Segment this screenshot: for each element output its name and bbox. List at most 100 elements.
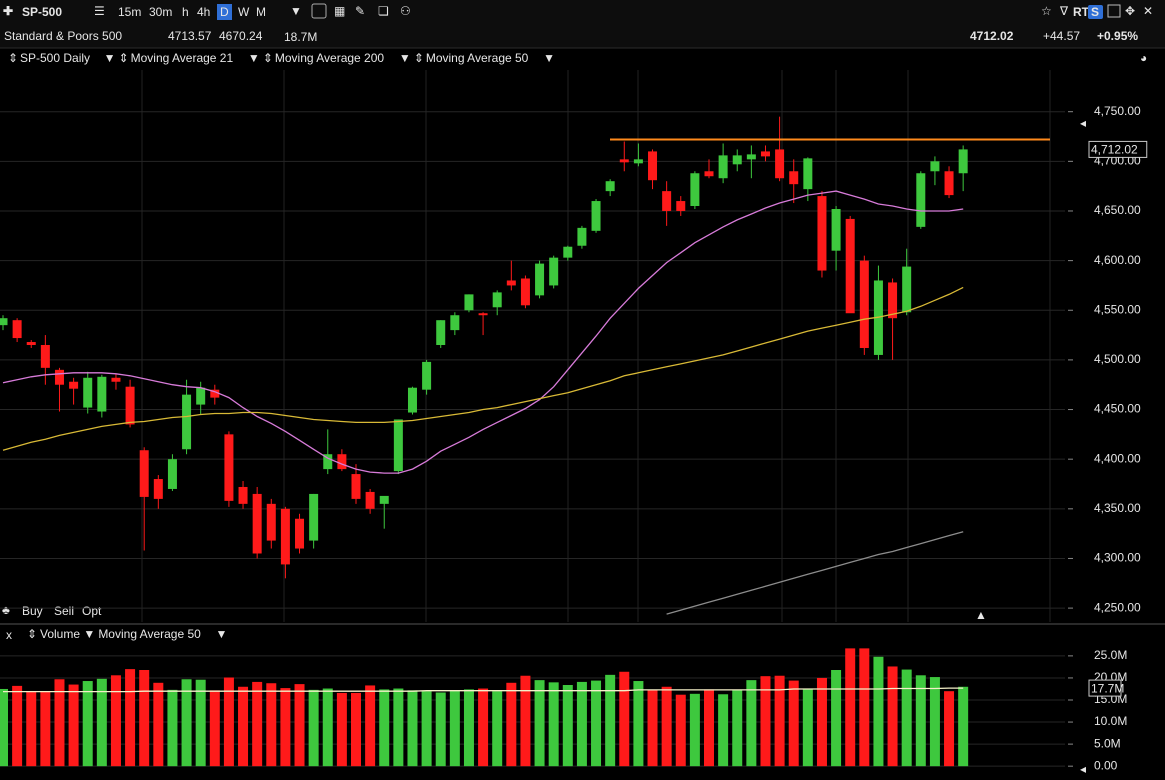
sell-button[interactable]: Sell (54, 604, 74, 618)
candle-body (563, 246, 573, 258)
price-change-pct: +0.95% (1097, 29, 1138, 43)
legend-dropdown[interactable]: ▼ (216, 627, 228, 641)
volume-bar (463, 689, 474, 767)
legend-dropdown[interactable]: ▼ (104, 51, 116, 65)
order-icon[interactable]: ♣ (2, 603, 10, 617)
candle-body (859, 260, 869, 348)
volume-bar (96, 678, 107, 767)
volume-bar (393, 688, 404, 767)
legend-dropdown[interactable]: ▼ (543, 51, 555, 65)
volume-bar (619, 671, 630, 767)
s-badge-bg[interactable] (1088, 5, 1103, 19)
legend-dropdown[interactable]: ▼ (83, 627, 95, 641)
legend-entry[interactable]: Moving Average 200 (275, 51, 385, 65)
timeframe-button[interactable]: W (238, 5, 250, 19)
candle-body (182, 394, 192, 450)
window-icon[interactable] (1107, 4, 1121, 18)
candle-body (153, 479, 163, 499)
volume-bar (605, 674, 616, 767)
move-icon[interactable]: ✥ (1125, 4, 1135, 18)
star-icon[interactable]: ☆ (1041, 4, 1052, 18)
draw-icon[interactable]: ✎ (355, 4, 365, 18)
timeframe-button[interactable]: h (182, 5, 189, 19)
symbol[interactable]: SP-500 (22, 5, 62, 19)
volume-close[interactable]: x (6, 628, 12, 642)
volume-bar (82, 681, 93, 767)
moving-average-line (3, 687, 964, 693)
legend-marker: ⇕ (263, 51, 273, 65)
volume-bar (901, 669, 912, 767)
opt-button[interactable]: Opt (82, 604, 102, 618)
candle-body (831, 208, 841, 251)
header-bar (0, 0, 1165, 48)
timeframe-button[interactable]: M (256, 5, 266, 19)
bar-type-icon[interactable] (311, 3, 327, 19)
volume-bar (746, 680, 757, 767)
legend-dropdown[interactable]: ▼ (399, 51, 411, 65)
y-tick-label: 4,250.00 (1094, 600, 1141, 614)
note-icon[interactable]: ❏ (378, 4, 389, 18)
candle-body (902, 266, 912, 313)
candle-body (478, 313, 488, 316)
alert-icon[interactable]: ∇ (1059, 4, 1069, 18)
volume-scroll-marker[interactable]: ◂ (1080, 762, 1086, 776)
legend-entry[interactable]: SP-500 Daily (20, 51, 90, 65)
scroll-up-marker[interactable]: ▲ (975, 608, 987, 622)
volume-bar (167, 689, 178, 767)
buy-button[interactable]: Buy (22, 604, 43, 618)
candle-body (845, 218, 855, 314)
legend-entry[interactable]: Moving Average 50 (98, 627, 201, 641)
study-icon[interactable]: ▦ (334, 4, 345, 18)
scroll-marker[interactable]: ◂ (1080, 116, 1086, 130)
volume-bar (548, 682, 559, 767)
legend-entry[interactable]: Moving Average 50 (426, 51, 529, 65)
timeframe-active[interactable] (217, 4, 232, 20)
candle-body (69, 381, 79, 389)
share-icon[interactable]: ⚇ (400, 4, 411, 18)
volume-bar (732, 689, 743, 767)
palette-icon[interactable]: ◕ (1140, 51, 1147, 65)
y-tick-label: 4,750.00 (1094, 104, 1141, 118)
price-change: +44.57 (1043, 29, 1080, 43)
timeframe-button[interactable]: 4h (197, 5, 210, 19)
volume-bar (534, 680, 545, 767)
volume-bar (449, 690, 460, 767)
candle-body (436, 320, 446, 346)
timeframe-button[interactable]: 30m (149, 5, 172, 19)
volume-bar (336, 692, 347, 767)
candle-body (676, 201, 686, 211)
rt-badge[interactable]: RT (1073, 5, 1090, 19)
add-icon[interactable]: ✚ (3, 4, 13, 18)
volume-bar (266, 683, 277, 767)
volume-bar (365, 685, 376, 767)
list-icon[interactable]: ☰ (94, 4, 105, 18)
legend-entry[interactable]: Volume (40, 627, 80, 641)
timeframe-button[interactable]: 15m (118, 5, 141, 19)
candle-body (139, 450, 149, 497)
close-icon[interactable]: ✕ (1143, 4, 1153, 18)
volume-bar (181, 679, 192, 767)
volume-bar (802, 688, 813, 767)
candle-body (944, 171, 954, 196)
legend-entry[interactable]: Moving Average 21 (131, 51, 234, 65)
timeframe-button[interactable]: D (220, 5, 229, 19)
y-tick-label: 4,350.00 (1094, 501, 1141, 515)
last-value-box (1088, 679, 1122, 697)
candle-body (549, 257, 559, 286)
dropdown-icon[interactable]: ▼ (290, 4, 302, 18)
volume-bar (238, 686, 249, 767)
candle-body (619, 159, 629, 163)
volume-bar (351, 692, 361, 767)
candle-body (704, 171, 714, 177)
volume-bar (294, 684, 305, 767)
volume-bar (209, 690, 220, 767)
legend-dropdown[interactable]: ▼ (248, 51, 260, 65)
y-tick-label: 10.0M (1094, 714, 1127, 728)
moving-average-line (2, 286, 964, 451)
y-tick-label: 4,650.00 (1094, 203, 1141, 217)
s-badge[interactable]: S (1091, 5, 1099, 19)
candle-body (309, 493, 319, 541)
